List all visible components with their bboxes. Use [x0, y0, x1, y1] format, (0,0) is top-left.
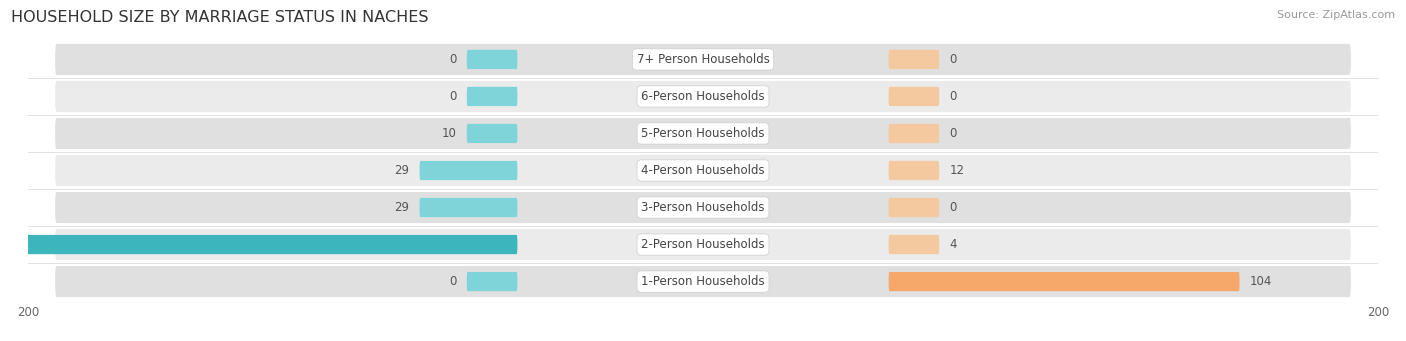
Text: 3-Person Households: 3-Person Households — [641, 201, 765, 214]
Text: HOUSEHOLD SIZE BY MARRIAGE STATUS IN NACHES: HOUSEHOLD SIZE BY MARRIAGE STATUS IN NAC… — [11, 10, 429, 25]
FancyBboxPatch shape — [419, 161, 517, 180]
FancyBboxPatch shape — [889, 272, 1240, 291]
FancyBboxPatch shape — [889, 87, 939, 106]
Text: 0: 0 — [450, 90, 457, 103]
Text: 29: 29 — [395, 201, 409, 214]
FancyBboxPatch shape — [55, 118, 1351, 149]
FancyBboxPatch shape — [467, 272, 517, 291]
Text: 2-Person Households: 2-Person Households — [641, 238, 765, 251]
Text: 0: 0 — [949, 201, 956, 214]
Text: 0: 0 — [450, 53, 457, 66]
FancyBboxPatch shape — [889, 50, 939, 69]
FancyBboxPatch shape — [55, 229, 1351, 260]
FancyBboxPatch shape — [55, 192, 1351, 223]
FancyBboxPatch shape — [467, 50, 517, 69]
Text: 7+ Person Households: 7+ Person Households — [637, 53, 769, 66]
FancyBboxPatch shape — [0, 235, 517, 254]
FancyBboxPatch shape — [55, 81, 1351, 112]
Text: 6-Person Households: 6-Person Households — [641, 90, 765, 103]
Text: 10: 10 — [441, 127, 457, 140]
Text: 5-Person Households: 5-Person Households — [641, 127, 765, 140]
Text: 0: 0 — [949, 90, 956, 103]
Text: 29: 29 — [395, 164, 409, 177]
Text: 0: 0 — [450, 275, 457, 288]
Text: 0: 0 — [949, 53, 956, 66]
Text: Source: ZipAtlas.com: Source: ZipAtlas.com — [1277, 10, 1395, 20]
FancyBboxPatch shape — [889, 198, 939, 217]
FancyBboxPatch shape — [419, 198, 517, 217]
Text: 1-Person Households: 1-Person Households — [641, 275, 765, 288]
Text: 4-Person Households: 4-Person Households — [641, 164, 765, 177]
Text: 4: 4 — [949, 238, 957, 251]
FancyBboxPatch shape — [889, 161, 939, 180]
FancyBboxPatch shape — [889, 235, 939, 254]
FancyBboxPatch shape — [55, 266, 1351, 297]
FancyBboxPatch shape — [467, 87, 517, 106]
FancyBboxPatch shape — [889, 124, 939, 143]
Text: 0: 0 — [949, 127, 956, 140]
FancyBboxPatch shape — [55, 155, 1351, 186]
FancyBboxPatch shape — [55, 44, 1351, 75]
FancyBboxPatch shape — [467, 124, 517, 143]
Text: 104: 104 — [1250, 275, 1272, 288]
Text: 12: 12 — [949, 164, 965, 177]
